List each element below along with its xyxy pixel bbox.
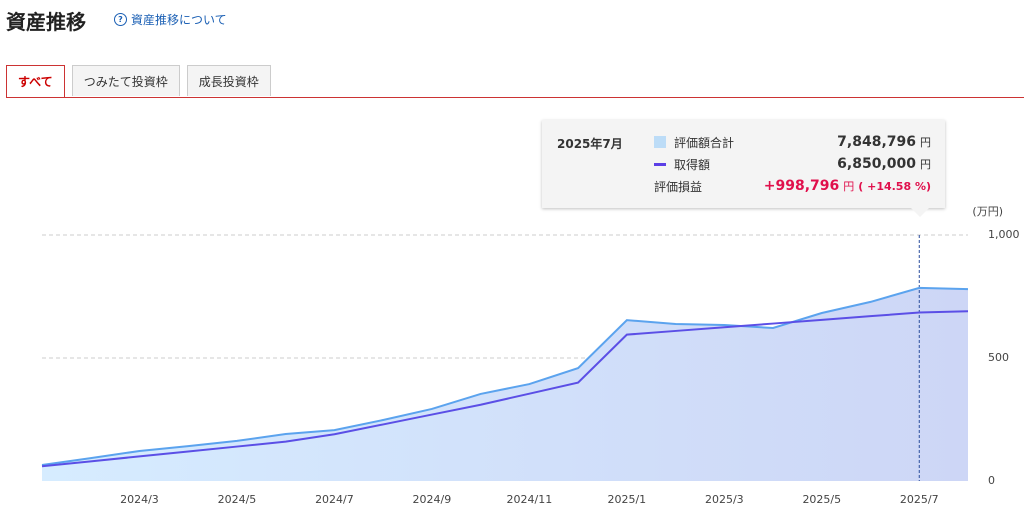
x-tick-label: 2025/3 bbox=[705, 493, 744, 506]
legend-swatch bbox=[654, 162, 666, 166]
value: 7,848,796 bbox=[837, 134, 916, 150]
legend-label: 取得額 bbox=[674, 157, 711, 172]
tab-underline bbox=[6, 97, 1024, 98]
tooltip-row: 取得額 6,850,000 円 bbox=[654, 154, 931, 174]
unit-label: (万円) bbox=[972, 205, 1003, 218]
x-tick-label: 2025/1 bbox=[607, 493, 646, 506]
tooltip-row: 評価損益 +998,796 円( +14.58 %) bbox=[654, 176, 931, 196]
x-tick-label: 2025/7 bbox=[900, 493, 939, 506]
legend-swatch bbox=[654, 136, 666, 148]
x-tick-label: 2024/11 bbox=[507, 493, 553, 506]
x-tick-label: 2024/5 bbox=[218, 493, 257, 506]
value: 6,850,000 bbox=[837, 156, 916, 172]
y-tick-label: 0 bbox=[988, 474, 995, 487]
legend-label: 評価額合計 bbox=[674, 135, 735, 150]
unit: 円 bbox=[843, 180, 855, 193]
x-tick-label: 2024/3 bbox=[120, 493, 159, 506]
x-tick-label: 2025/5 bbox=[802, 493, 841, 506]
tooltip-date: 2025年7月 bbox=[557, 137, 623, 151]
tab[interactable]: 成長投資枠 bbox=[186, 65, 271, 96]
tab[interactable]: つみたて投資枠 bbox=[71, 65, 180, 96]
page-title: 資産推移 bbox=[6, 10, 86, 34]
help-text[interactable]: 資産推移について bbox=[131, 13, 227, 27]
tab[interactable]: すべて bbox=[6, 65, 65, 97]
series-line bbox=[41, 286, 969, 467]
gain: +998,796 bbox=[763, 178, 840, 194]
x-tick-label: 2024/7 bbox=[315, 493, 354, 506]
area bbox=[42, 287, 968, 481]
x-tick-label: 2024/9 bbox=[413, 493, 452, 506]
series-line bbox=[41, 310, 969, 468]
unit: 円 bbox=[920, 158, 931, 171]
help-link[interactable]: ? 資産推移について bbox=[114, 11, 227, 28]
gain-label: 評価損益 bbox=[654, 179, 703, 194]
y-tick-label: 500 bbox=[988, 351, 1009, 364]
tooltip-pointer bbox=[911, 208, 929, 217]
y-tick-label: 1,000 bbox=[988, 228, 1020, 241]
tabs: すべて つみたて投資枠 成長投資枠 bbox=[6, 65, 271, 97]
gain-pct: ( +14.58 %) bbox=[858, 179, 931, 193]
tooltip: 2025年7月 評価額合計 7,848,796 円 取得額 6,850,000 円 評価… bbox=[542, 120, 945, 208]
unit: 円 bbox=[920, 136, 931, 149]
tooltip-row: 評価額合計 7,848,796 円 bbox=[654, 132, 931, 152]
